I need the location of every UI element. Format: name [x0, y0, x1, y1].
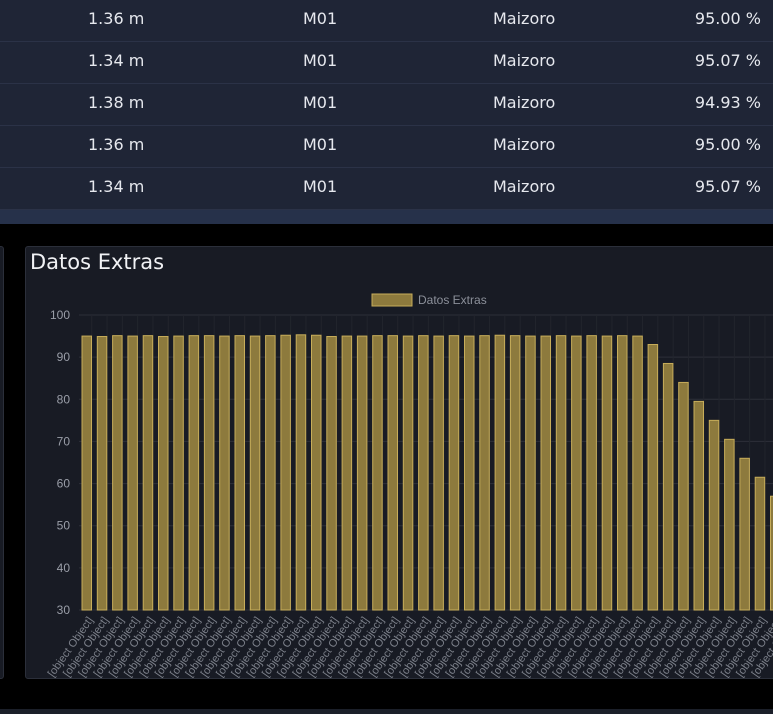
table-row[interactable]: 1.36 m M01 Maizoro 95.00 %	[0, 126, 773, 168]
bar	[601, 335, 613, 611]
bar	[158, 335, 169, 611]
bar	[142, 335, 154, 611]
product-cell: Maizoro	[493, 135, 556, 154]
percent-cell: 94.93 %	[694, 93, 761, 112]
y-tick-label: 70	[57, 434, 71, 448]
bar	[708, 419, 720, 611]
bottom-panel-edge	[0, 709, 773, 714]
model-cell: M01	[303, 51, 338, 70]
bar	[494, 334, 506, 611]
bar	[96, 335, 108, 611]
product-cell: Maizoro	[493, 9, 556, 28]
model-cell: M01	[303, 135, 338, 154]
panel-title: Datos Extras	[30, 250, 165, 274]
data-table: 1.36 m M01 Maizoro 95.00 % 1.34 m M01 Maizoro 9…	[0, 0, 773, 224]
bar	[402, 335, 414, 611]
legend-swatch	[371, 293, 413, 307]
bar	[418, 335, 429, 611]
bar	[770, 495, 773, 611]
legend-label: Datos Extras	[418, 293, 487, 307]
y-tick-label: 90	[57, 350, 71, 364]
bar	[464, 335, 475, 611]
bar	[112, 335, 123, 611]
bar	[448, 335, 460, 611]
y-tick-label: 30	[57, 603, 71, 617]
bar	[265, 335, 276, 611]
length-cell: 1.34 m	[88, 177, 145, 196]
model-cell: M01	[303, 177, 338, 196]
model-cell: M01	[303, 93, 338, 112]
left-side-panel	[0, 246, 4, 679]
bar	[693, 400, 704, 611]
bar	[555, 335, 567, 611]
y-tick-label: 40	[57, 561, 71, 575]
bar	[571, 335, 582, 611]
bar	[387, 335, 398, 611]
y-tick-label: 100	[50, 308, 70, 322]
bar	[203, 335, 215, 611]
bar	[678, 381, 689, 611]
bar	[341, 335, 353, 611]
table-row[interactable]: 1.34 m M01 Maizoro 95.07 %	[0, 168, 773, 210]
bar	[509, 335, 521, 611]
percent-cell: 95.00 %	[694, 9, 761, 28]
table-row[interactable]: 1.34 m M01 Maizoro 95.07 %	[0, 42, 773, 84]
percent-cell: 95.00 %	[694, 135, 761, 154]
bar	[724, 438, 735, 611]
chart-panel: Datos Extras Datos Extras 100 90 80 70 60 50 40…	[25, 246, 773, 679]
table-footer-strip	[0, 210, 773, 224]
bar	[586, 335, 597, 611]
bar	[249, 335, 261, 611]
bar	[280, 334, 291, 611]
bar	[372, 335, 383, 611]
y-tick-label: 80	[57, 392, 71, 406]
bar	[234, 335, 245, 611]
table-row[interactable]: 1.36 m M01 Maizoro 95.00 %	[0, 0, 773, 42]
percent-cell: 95.07 %	[694, 51, 761, 70]
model-cell: M01	[303, 9, 338, 28]
bar	[81, 335, 92, 611]
bar	[356, 335, 368, 611]
percent-cell: 95.07 %	[694, 177, 761, 196]
bar	[632, 335, 643, 611]
bar	[540, 335, 551, 611]
length-cell: 1.38 m	[88, 93, 145, 112]
bar	[188, 335, 200, 611]
table-body: 1.36 m M01 Maizoro 95.00 % 1.34 m M01 Maizoro 9…	[0, 0, 773, 210]
product-cell: Maizoro	[493, 177, 556, 196]
bar	[525, 335, 536, 611]
product-cell: Maizoro	[493, 51, 556, 70]
bar	[662, 362, 674, 611]
bar	[617, 335, 628, 611]
table-row[interactable]: 1.38 m M01 Maizoro 94.93 %	[0, 84, 773, 126]
length-cell: 1.34 m	[88, 51, 145, 70]
bar	[173, 335, 184, 611]
y-tick-label: 60	[57, 477, 71, 491]
length-cell: 1.36 m	[88, 9, 145, 28]
bar	[647, 344, 659, 611]
bar	[326, 335, 337, 611]
bar	[754, 476, 766, 611]
bar	[127, 335, 138, 611]
length-cell: 1.36 m	[88, 135, 145, 154]
bar	[479, 335, 490, 611]
y-tick-label: 50	[57, 519, 71, 533]
product-cell: Maizoro	[493, 93, 556, 112]
bar	[311, 334, 322, 611]
bar	[739, 457, 750, 611]
bar	[295, 334, 307, 611]
bar	[433, 335, 444, 611]
bar	[219, 335, 230, 611]
